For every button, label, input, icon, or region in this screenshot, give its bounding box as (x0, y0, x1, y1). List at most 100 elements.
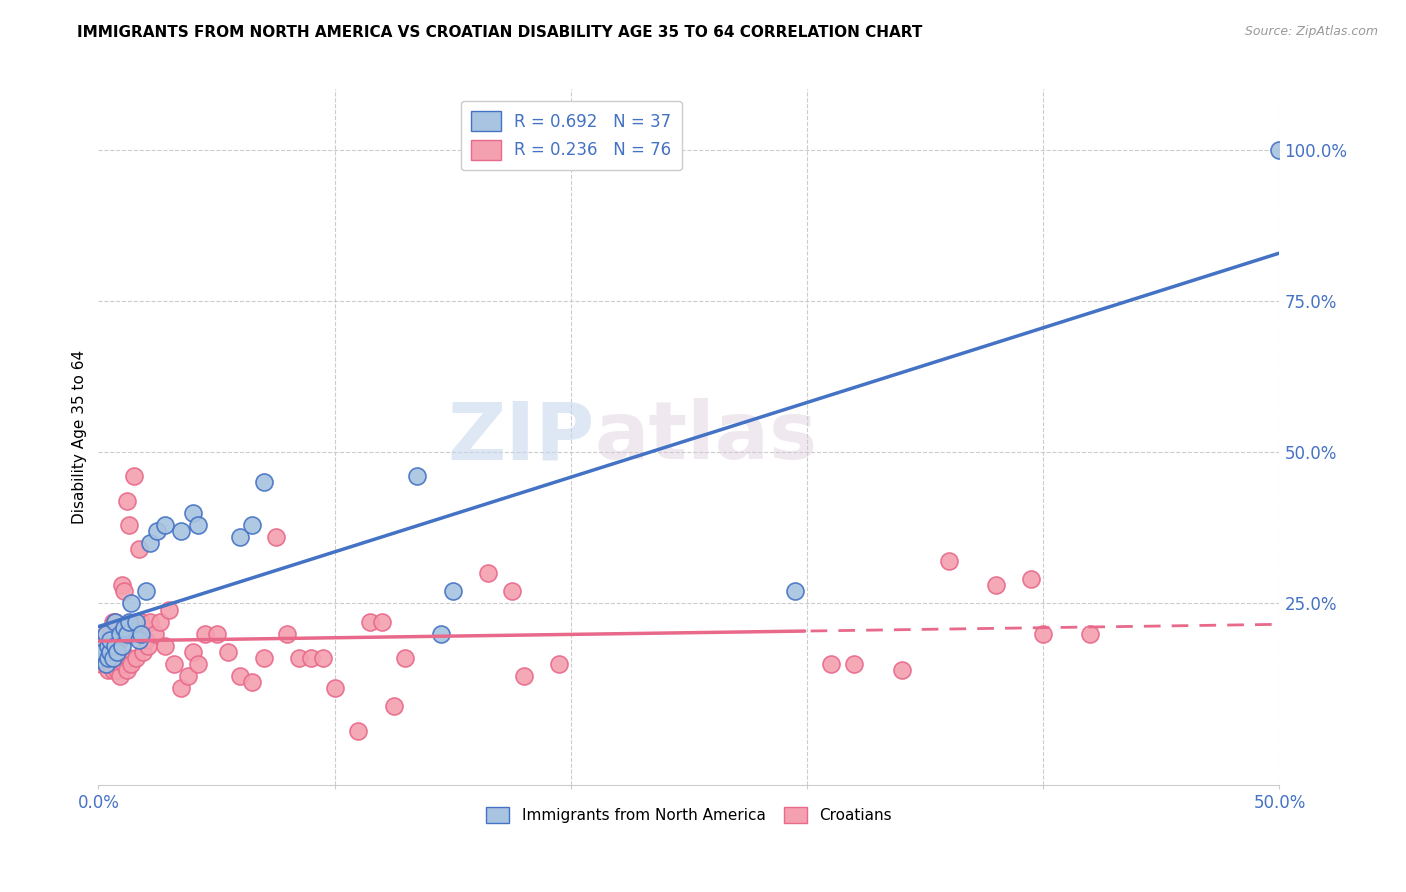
Point (382, 699, 405, 714)
Point (501, 584, 523, 599)
Point (136, 639, 159, 653)
Point (97, 639, 120, 653)
Point (118, 615, 141, 629)
Point (844, 657, 866, 671)
Point (97, 663, 120, 677)
Point (125, 615, 148, 629)
Point (441, 584, 464, 599)
Point (94, 657, 117, 671)
Text: IMMIGRANTS FROM NORTH AMERICA VS CROATIAN DISABILITY AGE 35 TO 64 CORRELATION CH: IMMIGRANTS FROM NORTH AMERICA VS CROATIA… (77, 25, 922, 40)
Point (181, 506, 204, 520)
Point (90, 645, 112, 659)
Point (299, 651, 322, 665)
Point (104, 657, 127, 671)
Point (118, 517, 141, 532)
Point (91, 639, 114, 653)
Point (128, 541, 150, 556)
Point (122, 469, 145, 483)
Point (98, 632, 121, 647)
Point (101, 663, 124, 677)
Point (129, 615, 152, 629)
Point (1080, 626, 1102, 640)
Point (785, 584, 807, 599)
Point (371, 615, 394, 629)
Point (97, 645, 120, 659)
Point (128, 632, 150, 647)
Point (229, 530, 252, 544)
Point (112, 584, 135, 599)
Point (94, 626, 117, 640)
Point (104, 651, 127, 665)
Point (276, 626, 298, 640)
Point (170, 524, 193, 538)
Point (187, 517, 209, 532)
Text: Source: ZipAtlas.com: Source: ZipAtlas.com (1244, 25, 1378, 38)
Point (98, 626, 121, 640)
Point (135, 584, 157, 599)
Point (101, 615, 124, 629)
Point (90, 657, 112, 671)
Point (177, 669, 200, 683)
Point (1021, 572, 1043, 586)
Point (170, 681, 193, 695)
Point (115, 493, 138, 508)
Y-axis label: Disability Age 35 to 64: Disability Age 35 to 64 (72, 350, 87, 524)
Point (312, 651, 335, 665)
Point (98, 657, 121, 671)
Point (105, 663, 128, 677)
Point (359, 615, 381, 629)
Point (394, 651, 416, 665)
Point (122, 626, 145, 640)
Point (104, 615, 127, 629)
Point (146, 524, 169, 538)
Point (548, 657, 571, 671)
Point (149, 615, 172, 629)
Point (163, 657, 186, 671)
Point (108, 626, 131, 640)
Point (125, 651, 148, 665)
Point (240, 675, 263, 690)
Point (115, 626, 138, 640)
Point (406, 469, 429, 483)
Point (105, 645, 128, 659)
Point (91, 651, 114, 665)
Point (111, 578, 134, 592)
Point (288, 651, 311, 665)
Point (98, 639, 121, 653)
Point (118, 651, 141, 665)
Point (129, 626, 152, 640)
Point (121, 657, 143, 671)
Point (217, 645, 239, 659)
Point (253, 475, 276, 490)
Point (143, 626, 166, 640)
Point (153, 517, 176, 532)
Point (111, 639, 134, 653)
Point (139, 536, 162, 550)
Point (157, 602, 180, 616)
Point (98, 645, 121, 659)
Point (187, 657, 209, 671)
Point (264, 530, 287, 544)
Point (194, 626, 217, 640)
Point (91, 639, 114, 653)
Point (253, 651, 276, 665)
Point (347, 723, 370, 738)
Point (112, 621, 135, 635)
Point (91, 645, 114, 659)
Point (820, 657, 842, 671)
Point (1268, 143, 1291, 157)
Point (108, 632, 131, 647)
Point (105, 651, 128, 665)
Point (984, 578, 1007, 592)
Point (115, 663, 138, 677)
Point (94, 626, 117, 640)
Point (94, 657, 117, 671)
Point (938, 554, 960, 568)
Point (104, 639, 127, 653)
Point (153, 639, 176, 653)
Text: ZIP: ZIP (447, 398, 595, 476)
Point (1032, 626, 1054, 640)
Point (111, 651, 134, 665)
Point (205, 626, 228, 640)
Point (430, 626, 453, 640)
